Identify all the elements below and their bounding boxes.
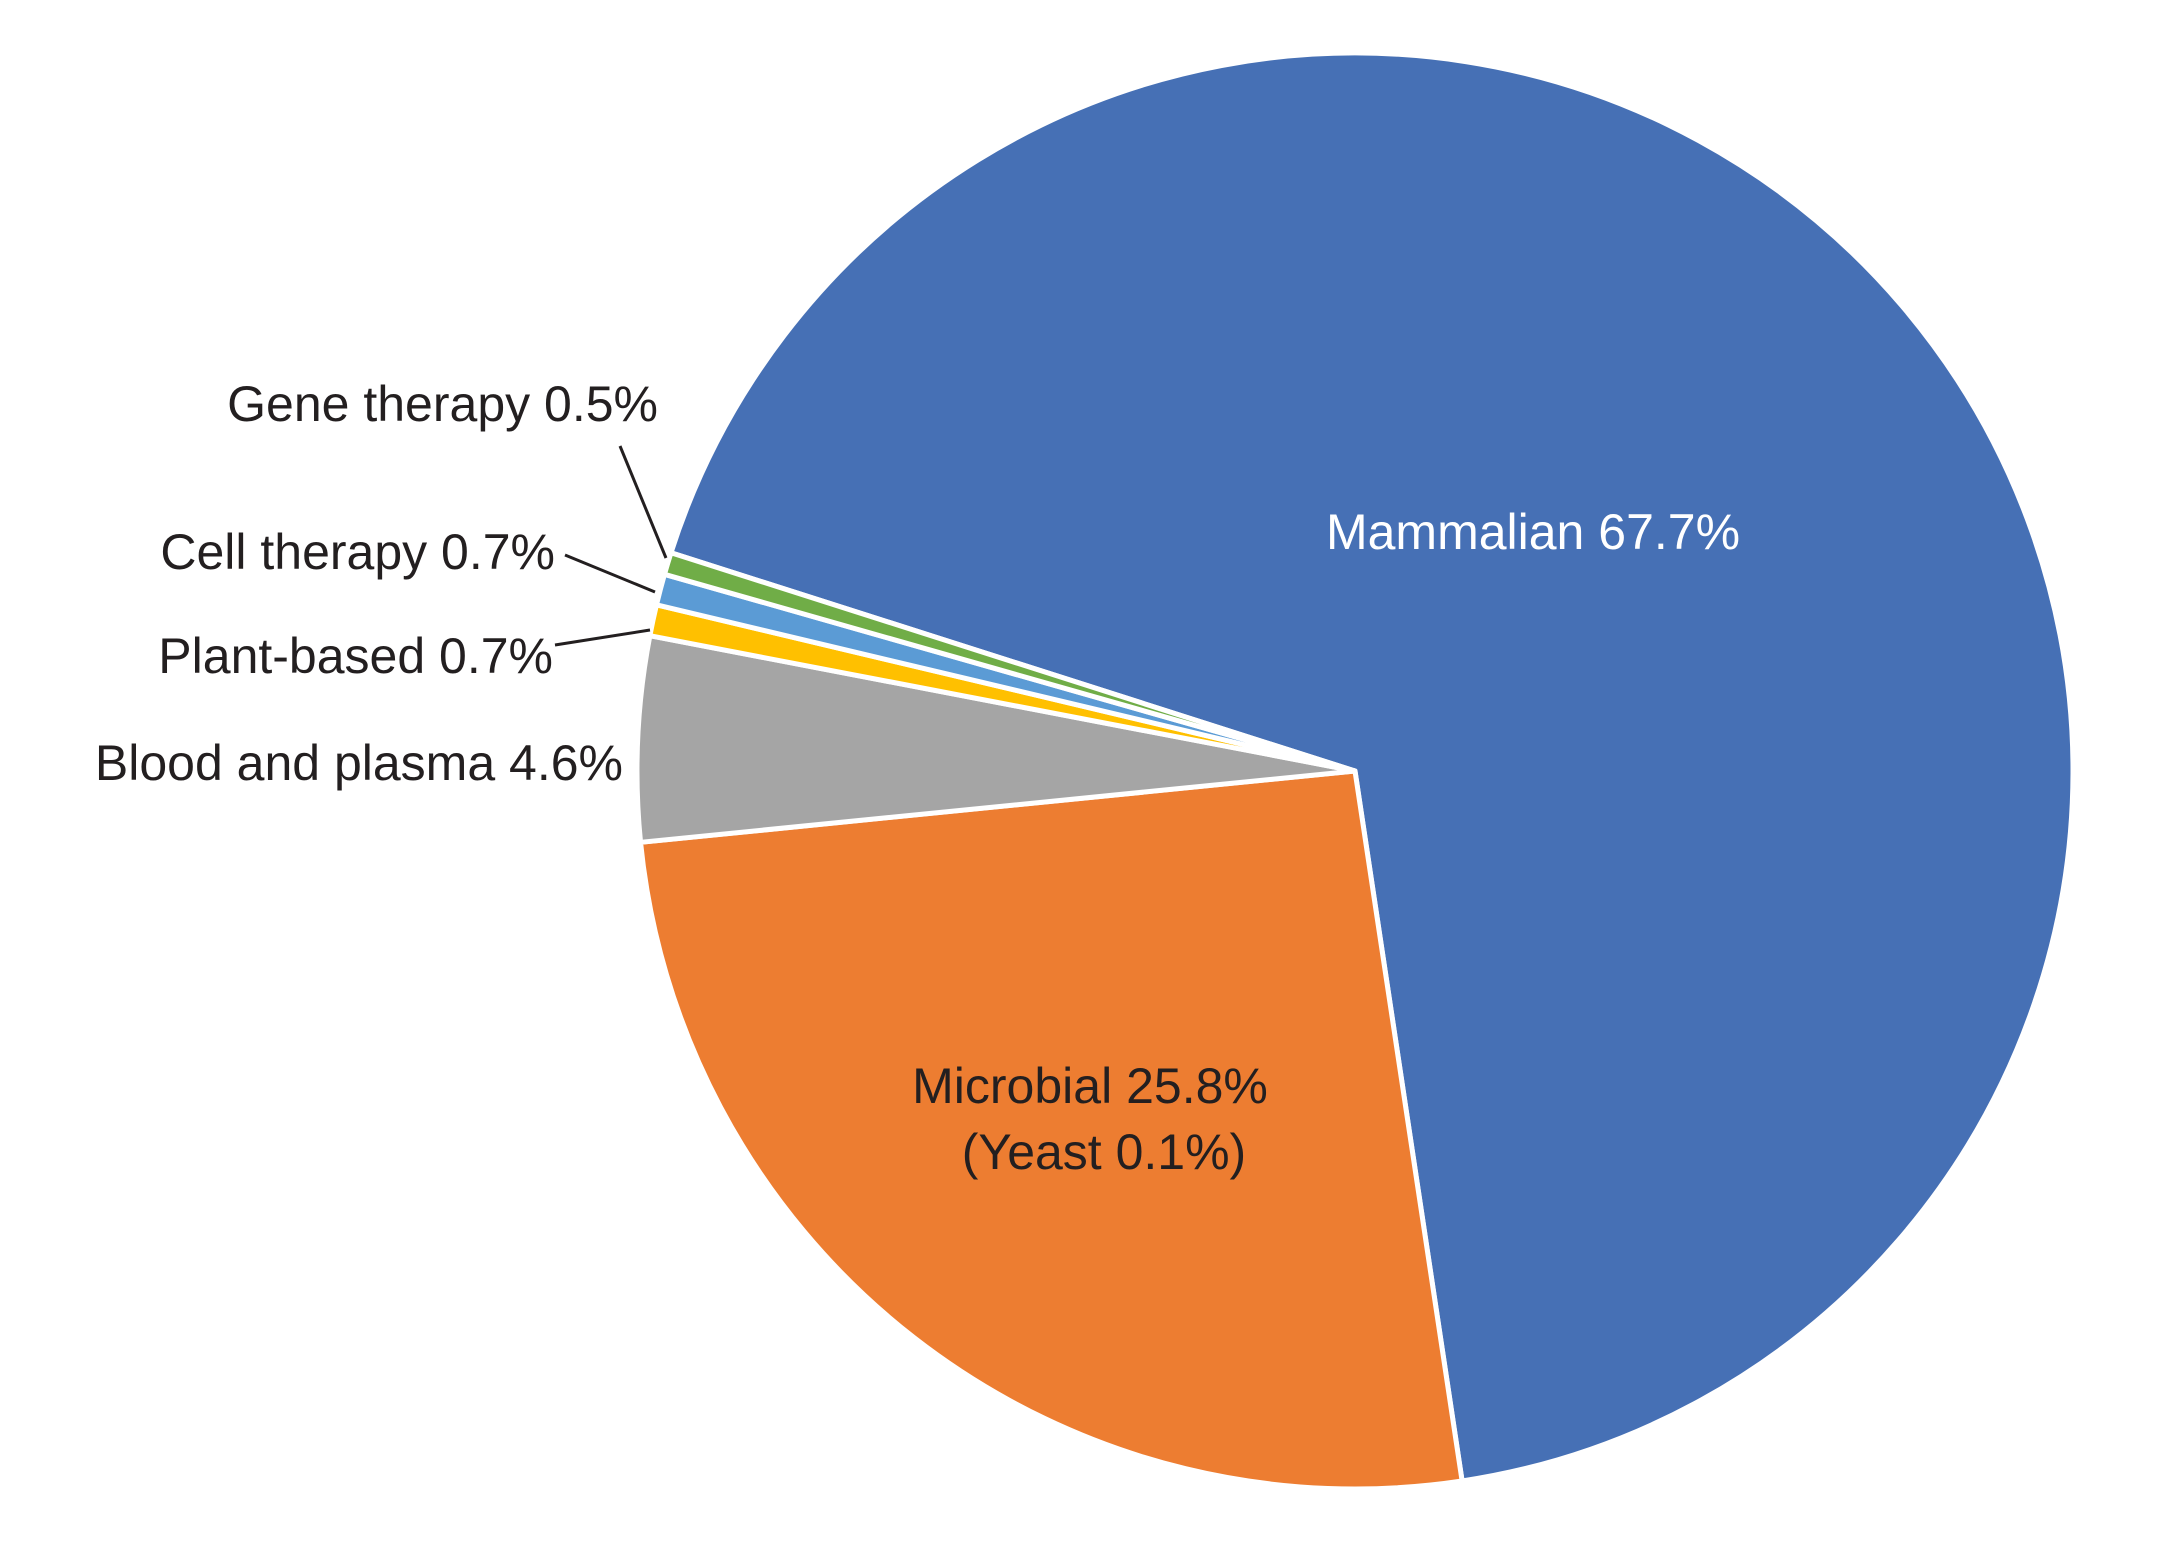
leader-line-cell-therapy	[564, 553, 656, 594]
label-mammalian: Mammalian 67.7%	[1326, 504, 1740, 560]
label-plant-based: Plant-based 0.7%	[158, 628, 553, 684]
pie-slice-microbial	[638, 768, 1465, 1492]
label-blood-and-plasma: Blood and plasma 4.6%	[95, 735, 623, 791]
leader-lines	[554, 445, 668, 647]
label-microbial: Microbial 25.8%	[912, 1058, 1268, 1114]
pie-slices	[634, 50, 2076, 1492]
leader-line-gene-therapy	[618, 445, 668, 559]
pie-slice-mammalian	[668, 50, 2076, 1484]
pie-slice-blood-and-plasma	[634, 633, 1358, 845]
leader-line-plant-based	[554, 628, 651, 647]
label-cell-therapy: Cell therapy 0.7%	[160, 524, 555, 580]
label-gene-therapy: Gene therapy 0.5%	[227, 376, 658, 432]
pie-slice-gene-therapy	[661, 550, 1358, 774]
label-yeast: (Yeast 0.1%)	[962, 1124, 1246, 1180]
